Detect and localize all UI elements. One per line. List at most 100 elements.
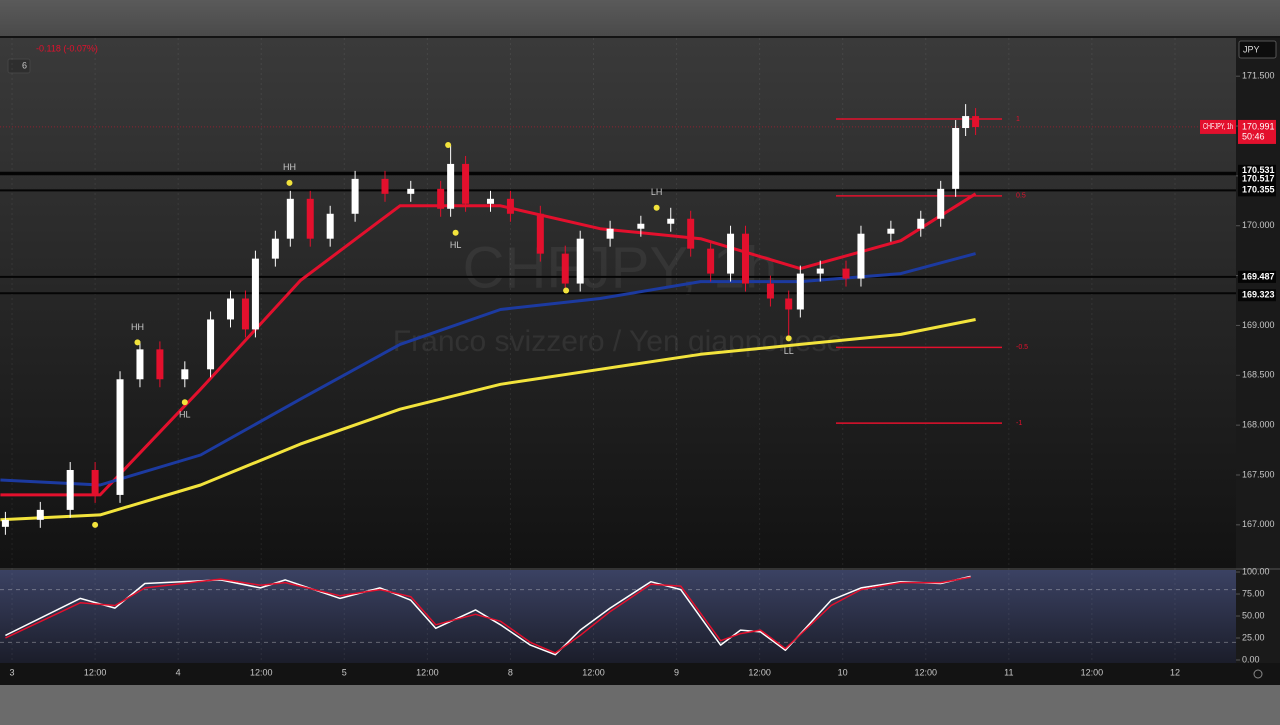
oscillator-line [5, 575, 971, 656]
candle-body [116, 379, 124, 495]
candle-body [667, 218, 675, 224]
y-tick-label: 50.00 [1242, 610, 1265, 620]
x-tick-label: 12:00 [1081, 667, 1104, 677]
candle-body [462, 163, 470, 204]
x-tick-label: 10 [838, 667, 848, 677]
pivot-dot [452, 229, 459, 236]
pivot-dot [563, 287, 570, 294]
moving-average [0, 252, 976, 487]
candle-body [486, 198, 494, 204]
x-tick-label: 12:00 [914, 667, 937, 677]
candle-body [156, 349, 164, 380]
y-tick-label: 168.000 [1242, 420, 1275, 430]
candle-body [536, 213, 544, 254]
candle-body [707, 248, 715, 274]
candle-body [136, 349, 144, 380]
pivot-label: LL [784, 346, 794, 356]
y-tick-label: 167.500 [1242, 469, 1275, 479]
candle-body [326, 213, 334, 239]
candle-body [637, 223, 645, 229]
x-tick-label: 12:00 [250, 667, 273, 677]
candle-body [962, 116, 970, 129]
main-pane [0, 38, 1236, 568]
pivot-dot [92, 521, 99, 528]
candle-body [1, 519, 9, 527]
bottom-band [0, 685, 1280, 720]
fib-label: 1 [1016, 116, 1020, 123]
pivot-label: HL [450, 240, 462, 250]
last-price-label: 170.991 [1242, 121, 1275, 131]
candle-body [36, 509, 44, 520]
candle-body [952, 128, 960, 189]
fib-label: -1 [1016, 420, 1022, 427]
y-tick-label: 170.000 [1242, 220, 1275, 230]
indicator-toggle[interactable] [7, 58, 31, 74]
x-tick-label: 3 [10, 667, 15, 677]
x-tick-label: 12:00 [748, 667, 771, 677]
candle-body [66, 469, 74, 510]
y-tick-label: 25.00 [1242, 632, 1265, 642]
currency-button[interactable] [1238, 40, 1277, 59]
settings-icon[interactable] [1253, 669, 1263, 679]
top-band [0, 0, 1280, 36]
candle-body [766, 283, 774, 299]
candle-body [561, 253, 569, 284]
pivot-label: LH [651, 187, 663, 197]
moving-average [0, 192, 977, 497]
level-tag-label: 169.323 [1242, 290, 1275, 300]
pivot-dot [785, 335, 792, 342]
candle-body [381, 178, 389, 194]
candle-body [687, 218, 695, 249]
candle-body [306, 198, 314, 239]
x-tick-label: 12:00 [582, 667, 605, 677]
y-tick-label: 171.500 [1242, 71, 1275, 81]
moving-average [0, 318, 976, 522]
candle-body [351, 178, 359, 214]
candle-body [785, 298, 793, 310]
oscillator-line [5, 576, 971, 654]
x-tick-label: 8 [508, 667, 513, 677]
candle-body [937, 188, 945, 219]
pivot-label: HH [283, 162, 296, 172]
candle-body [286, 198, 294, 239]
currency-label: JPY [1243, 44, 1260, 54]
level-tag [1238, 184, 1276, 197]
candle-body [972, 116, 980, 128]
candle-body [816, 268, 824, 274]
candle-body [917, 218, 925, 229]
candle-body [857, 233, 865, 279]
y-tick-label: 167.000 [1242, 519, 1275, 529]
level-tag [1238, 270, 1276, 283]
candle-body [91, 469, 99, 495]
level-tag-label: 170.517 [1242, 174, 1275, 184]
candle-body [437, 188, 445, 209]
candle-body [181, 369, 189, 380]
y-tick-label: 169.000 [1242, 320, 1275, 330]
pivot-dot [286, 179, 293, 186]
oscillator-pane [0, 570, 1236, 663]
pivot-label: HH [131, 322, 144, 332]
indicator-count: 6 [22, 60, 27, 70]
countdown-label: 50:46 [1242, 131, 1265, 141]
x-tick-label: 12:00 [84, 667, 107, 677]
pivot-dot [653, 204, 660, 211]
last-price-tag [1238, 119, 1276, 144]
x-tick-label: 9 [674, 667, 679, 677]
x-tick-label: 12 [1170, 667, 1180, 677]
x-tick-label: 4 [176, 667, 181, 677]
candle-body [506, 198, 514, 214]
level-tag-label: 170.531 [1242, 165, 1275, 175]
candle-body [742, 233, 750, 284]
fib-label: -0.5 [1016, 344, 1028, 351]
candle-body [796, 273, 804, 310]
level-tag-label: 169.487 [1242, 271, 1275, 281]
candle-body [887, 228, 895, 234]
pivot-dot [134, 339, 141, 346]
y-tick-label: 0.00 [1242, 654, 1260, 664]
symbol-tag: CHFJPY, 1h [1203, 122, 1233, 131]
level-tag [1238, 173, 1276, 186]
y-tick-label: 100.00 [1242, 566, 1270, 576]
candle-body [576, 238, 584, 284]
